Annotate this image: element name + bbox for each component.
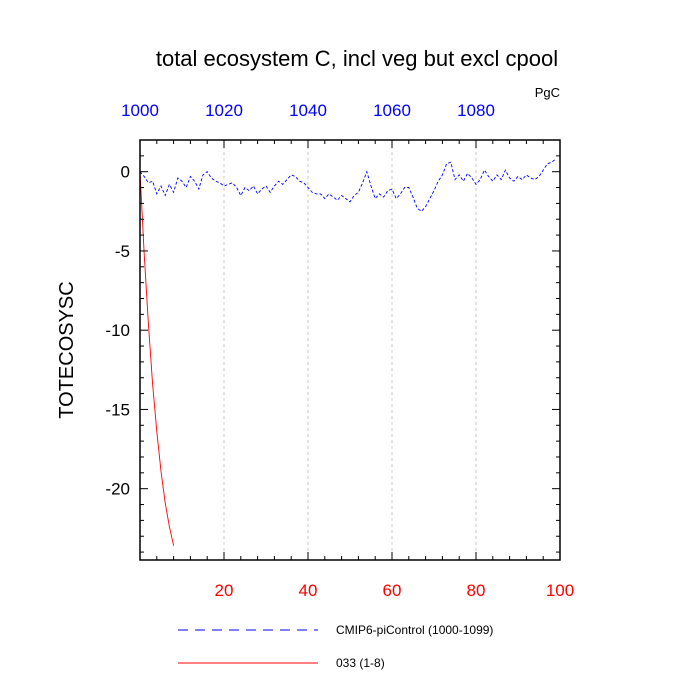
legend: CMIP6-piControl (1000-1099) 033 (1-8)	[178, 623, 493, 670]
series-line-2	[139, 171, 175, 546]
series-line-1	[139, 158, 557, 212]
x-tick-label-top: 1000	[121, 101, 159, 120]
x-tick-label-bottom: 40	[299, 581, 318, 600]
y-tick-label: 0	[121, 163, 130, 182]
x-tick-label-top: 1080	[457, 101, 495, 120]
x-tick-label-bottom: 80	[467, 581, 486, 600]
y-tick-label: -15	[105, 400, 130, 419]
x-tick-label-top: 1060	[373, 101, 411, 120]
y-tick-label: -20	[105, 480, 130, 499]
y-tick-label: -5	[115, 242, 130, 261]
x-tick-label-bottom: 60	[383, 581, 402, 600]
x-tick-label-bottom: 100	[546, 581, 574, 600]
y-tick-label: -10	[105, 321, 130, 340]
legend-label-1: CMIP6-piControl (1000-1099)	[336, 623, 493, 637]
grid-layer	[223, 140, 477, 560]
legend-label-2: 033 (1-8)	[336, 656, 385, 670]
plot-frame	[139, 139, 561, 561]
x-tick-label-top: 1040	[289, 101, 327, 120]
x-tick-label-bottom: 20	[215, 581, 234, 600]
y-axis-label: TOTECOSYSC	[56, 281, 78, 418]
x-tick-label-top: 1020	[205, 101, 243, 120]
series-layer	[139, 158, 557, 546]
units-label: PgC	[535, 85, 560, 100]
chart-title: total ecosystem C, incl veg but excl cpo…	[156, 46, 558, 71]
axes-layer: 0 -5 -10 -15 -20 20 40 60 80 100 1000 1020 1040 1060 1…	[105, 101, 574, 600]
